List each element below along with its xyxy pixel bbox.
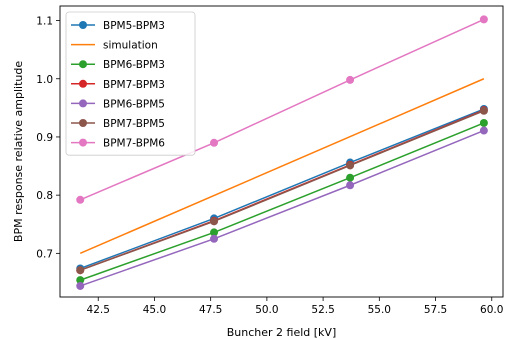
series-layer [76,15,488,290]
legend-marker [79,119,87,127]
legend-label: simulation [103,40,158,52]
series-1 [79,78,485,255]
data-point [210,234,219,243]
legend: BPM5-BPM3 simulation BPM6-BPM3 BPM7-BPM3 BPM… [65,11,196,156]
data-point [76,266,85,275]
data-point [346,173,355,182]
legend-item-4: BPM6-BPM5 [71,98,165,110]
series-4 [76,126,488,290]
series-line-6 [79,18,485,201]
legend-label: BPM7-BPM6 [103,138,165,150]
x-tick-label-1: 45.0 [143,304,166,316]
x-axis-label: Buncher 2 field [kV] [227,326,337,339]
y-axis-label: BPM response relative amplitude [12,61,25,242]
axes-layer: 42.5 45.0 47.5 50.0 52.5 55.0 57.5 60.0 0.7 0.8 0.… [36,16,503,316]
y-tick-label-0: 0.7 [36,248,53,260]
data-point [210,217,219,226]
legend-item-1: simulation [71,40,158,52]
data-point [210,228,219,237]
series-line-0 [79,108,485,270]
data-point [346,161,355,170]
series-line-2 [79,122,485,281]
legend-label: BPM5-BPM3 [103,20,165,32]
x-tick-label-5: 55.0 [368,304,391,316]
x-tick-label-4: 52.5 [311,304,334,316]
data-point [76,195,85,204]
legend-label: BPM7-BPM3 [103,79,165,91]
series-2 [76,118,488,285]
series-line-1 [79,78,485,255]
legend-label: BPM6-BPM5 [103,98,165,110]
legend-label: BPM7-BPM5 [103,118,165,130]
data-point [346,181,355,190]
y-tick-label-1: 0.8 [36,190,53,202]
data-point [210,138,219,147]
legend-marker [79,99,87,108]
legend-frame [65,11,196,156]
legend-marker [79,79,87,88]
data-point [346,75,355,84]
legend-marker [79,60,87,69]
data-point [479,118,488,127]
series-6 [76,15,488,204]
x-tick-label-2: 47.5 [199,304,222,316]
data-point [76,276,85,285]
data-point [479,15,488,24]
legend-label: BPM6-BPM3 [103,59,165,71]
legend-item-5: BPM7-BPM5 [71,118,165,130]
y-tick-label-4: 1.1 [36,16,53,28]
x-tick-label-3: 50.0 [255,304,278,316]
y-tick-label-2: 0.9 [36,132,53,144]
legend-item-6: BPM7-BPM6 [71,138,165,150]
legend-item-3: BPM7-BPM3 [71,79,165,91]
y-tick-label-3: 1.0 [36,74,53,86]
legend-item-2: BPM6-BPM3 [71,59,165,71]
legend-item-0: BPM5-BPM3 [71,20,165,32]
data-point [479,106,488,115]
data-point [479,126,488,135]
legend-marker [79,21,87,29]
x-tick-label-6: 57.5 [424,304,447,316]
x-tick-label-7: 60.0 [480,304,503,316]
series-line-4 [79,129,485,287]
series-line-5 [79,110,485,271]
data-point [76,281,85,290]
legend-marker [79,138,87,147]
x-tick-label-0: 42.5 [87,304,110,316]
series-5 [76,106,488,275]
